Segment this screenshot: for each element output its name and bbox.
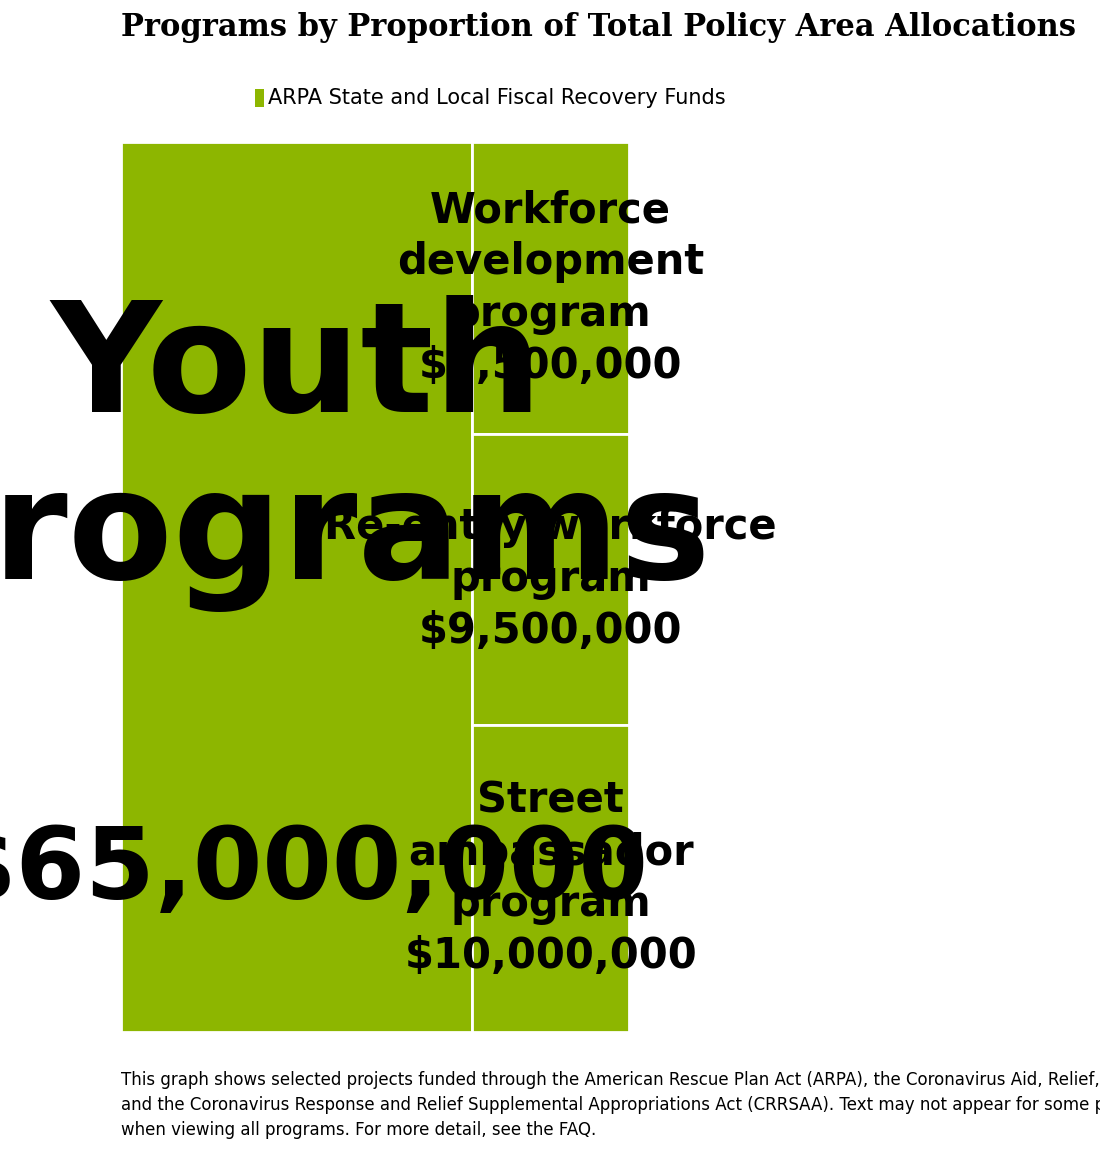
Text: Workforce
development
program
$9,500,000: Workforce development program $9,500,000: [397, 189, 704, 387]
Text: Programs by Proportion of Total Policy Area Allocations: Programs by Proportion of Total Policy A…: [121, 12, 1077, 43]
Text: Youth
programs: Youth programs: [0, 295, 711, 612]
Text: This graph shows selected projects funded through the American Rescue Plan Act (: This graph shows selected projects funde…: [121, 1071, 1100, 1139]
Bar: [472, 143, 629, 433]
Bar: [255, 90, 264, 107]
Text: Re-entry workforce
program
$9,500,000: Re-entry workforce program $9,500,000: [324, 507, 777, 652]
Bar: [472, 725, 629, 1031]
Text: $65,000,000: $65,000,000: [0, 823, 648, 920]
Text: ARPA State and Local Fiscal Recovery Funds: ARPA State and Local Fiscal Recovery Fun…: [267, 89, 725, 108]
Bar: [472, 433, 629, 725]
Bar: [121, 143, 472, 1031]
Text: Street
ambassador
program
$10,000,000: Street ambassador program $10,000,000: [405, 780, 697, 977]
